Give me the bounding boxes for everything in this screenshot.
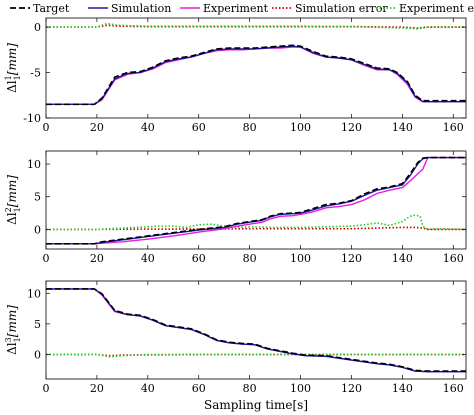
y-tick-label: 5 <box>34 318 41 331</box>
x-tick-label: 80 <box>243 121 257 134</box>
series-lines <box>46 288 466 373</box>
x-tick-label: 140 <box>392 252 413 265</box>
x-tick-label: 40 <box>141 382 155 395</box>
x-tick-label: 100 <box>290 252 311 265</box>
legend-item-experiment-error: Experiment error <box>376 2 474 15</box>
legend-item-experiment: Experiment <box>180 2 269 15</box>
legend-label: Target <box>33 2 70 15</box>
y-tick-label: -5 <box>30 67 41 80</box>
y-axis-label: Δl11[mm] <box>4 43 22 93</box>
x-tick-label: 160 <box>443 382 464 395</box>
x-tick-label: 120 <box>341 121 362 134</box>
y-axis-label: Δl21[mm] <box>4 175 22 225</box>
x-tick-label: 40 <box>141 252 155 265</box>
y-tick-label: 0 <box>34 223 41 236</box>
x-tick-label: 160 <box>443 121 464 134</box>
series-experiment-line <box>46 288 466 373</box>
x-tick-label: 80 <box>243 252 257 265</box>
x-tick-label: 20 <box>90 121 104 134</box>
y-tick-label: 0 <box>34 21 41 34</box>
series-target-line <box>46 288 466 372</box>
x-tick-label: 100 <box>290 382 311 395</box>
legend-label: Experiment <box>203 2 269 15</box>
x-tick-label: 0 <box>43 382 50 395</box>
series-lines <box>46 156 466 245</box>
legend-item-simulation-error: Simulation error <box>272 2 388 15</box>
series-simulation-line <box>46 45 466 106</box>
series-simulation-line <box>46 156 466 245</box>
panel-2: 0 20 40 60 80 100 120 140 160 0 5 10 Δl21[mm] <box>4 150 467 265</box>
series-lines <box>46 22 466 106</box>
legend-item-target: Target <box>10 2 70 15</box>
legend: Target Simulation Experiment Simulation err… <box>10 2 474 15</box>
x-tick-label: 20 <box>90 382 104 395</box>
x-tick-label: 140 <box>392 382 413 395</box>
x-tick-label: 100 <box>290 121 311 134</box>
series-simulation-error-line <box>46 226 466 231</box>
y-axis-label: Δl31[mm] <box>4 305 22 355</box>
x-tick-label: 140 <box>392 121 413 134</box>
x-tick-label: 60 <box>192 382 206 395</box>
x-tick-label: 60 <box>192 252 206 265</box>
panel-3: 0 20 40 60 80 100 120 140 160 0 5 10 Δl31[mm] Samplin… <box>4 280 467 412</box>
series-experiment-line <box>46 46 466 106</box>
legend-item-simulation: Simulation <box>88 2 171 15</box>
x-axis-label: Sampling time[s] <box>204 398 308 412</box>
y-tick-label: 10 <box>27 287 41 300</box>
x-tick-label: 60 <box>192 121 206 134</box>
x-tick-label: 120 <box>341 252 362 265</box>
series-experiment-error-line <box>46 353 466 358</box>
x-tick-label: 0 <box>43 121 50 134</box>
legend-label: Simulation error <box>295 2 388 15</box>
legend-label: Experiment error <box>399 2 474 15</box>
legend-label: Simulation <box>111 2 171 15</box>
x-tick-label: 20 <box>90 252 104 265</box>
series-experiment-error-line <box>46 22 466 30</box>
x-tick-label: 160 <box>443 252 464 265</box>
x-tick-label: 80 <box>243 382 257 395</box>
x-tick-label: 40 <box>141 121 155 134</box>
series-experiment-line <box>46 156 466 245</box>
series-target-line <box>46 156 466 245</box>
series-target-line <box>46 44 466 106</box>
panel-1: 0 20 40 60 80 100 120 140 160 -10 -5 0 Δl11[mm] <box>4 17 467 134</box>
plot-frame <box>45 17 467 119</box>
y-tick-label: 0 <box>34 349 41 362</box>
x-tick-label: 120 <box>341 382 362 395</box>
plot-frame <box>45 280 467 380</box>
plot-frame <box>45 150 467 250</box>
y-tick-label: 10 <box>27 158 41 171</box>
x-tick-label: 0 <box>43 252 50 265</box>
series-simulation-line <box>46 288 466 373</box>
y-tick-label: -10 <box>23 112 41 125</box>
y-tick-label: 5 <box>34 191 41 204</box>
